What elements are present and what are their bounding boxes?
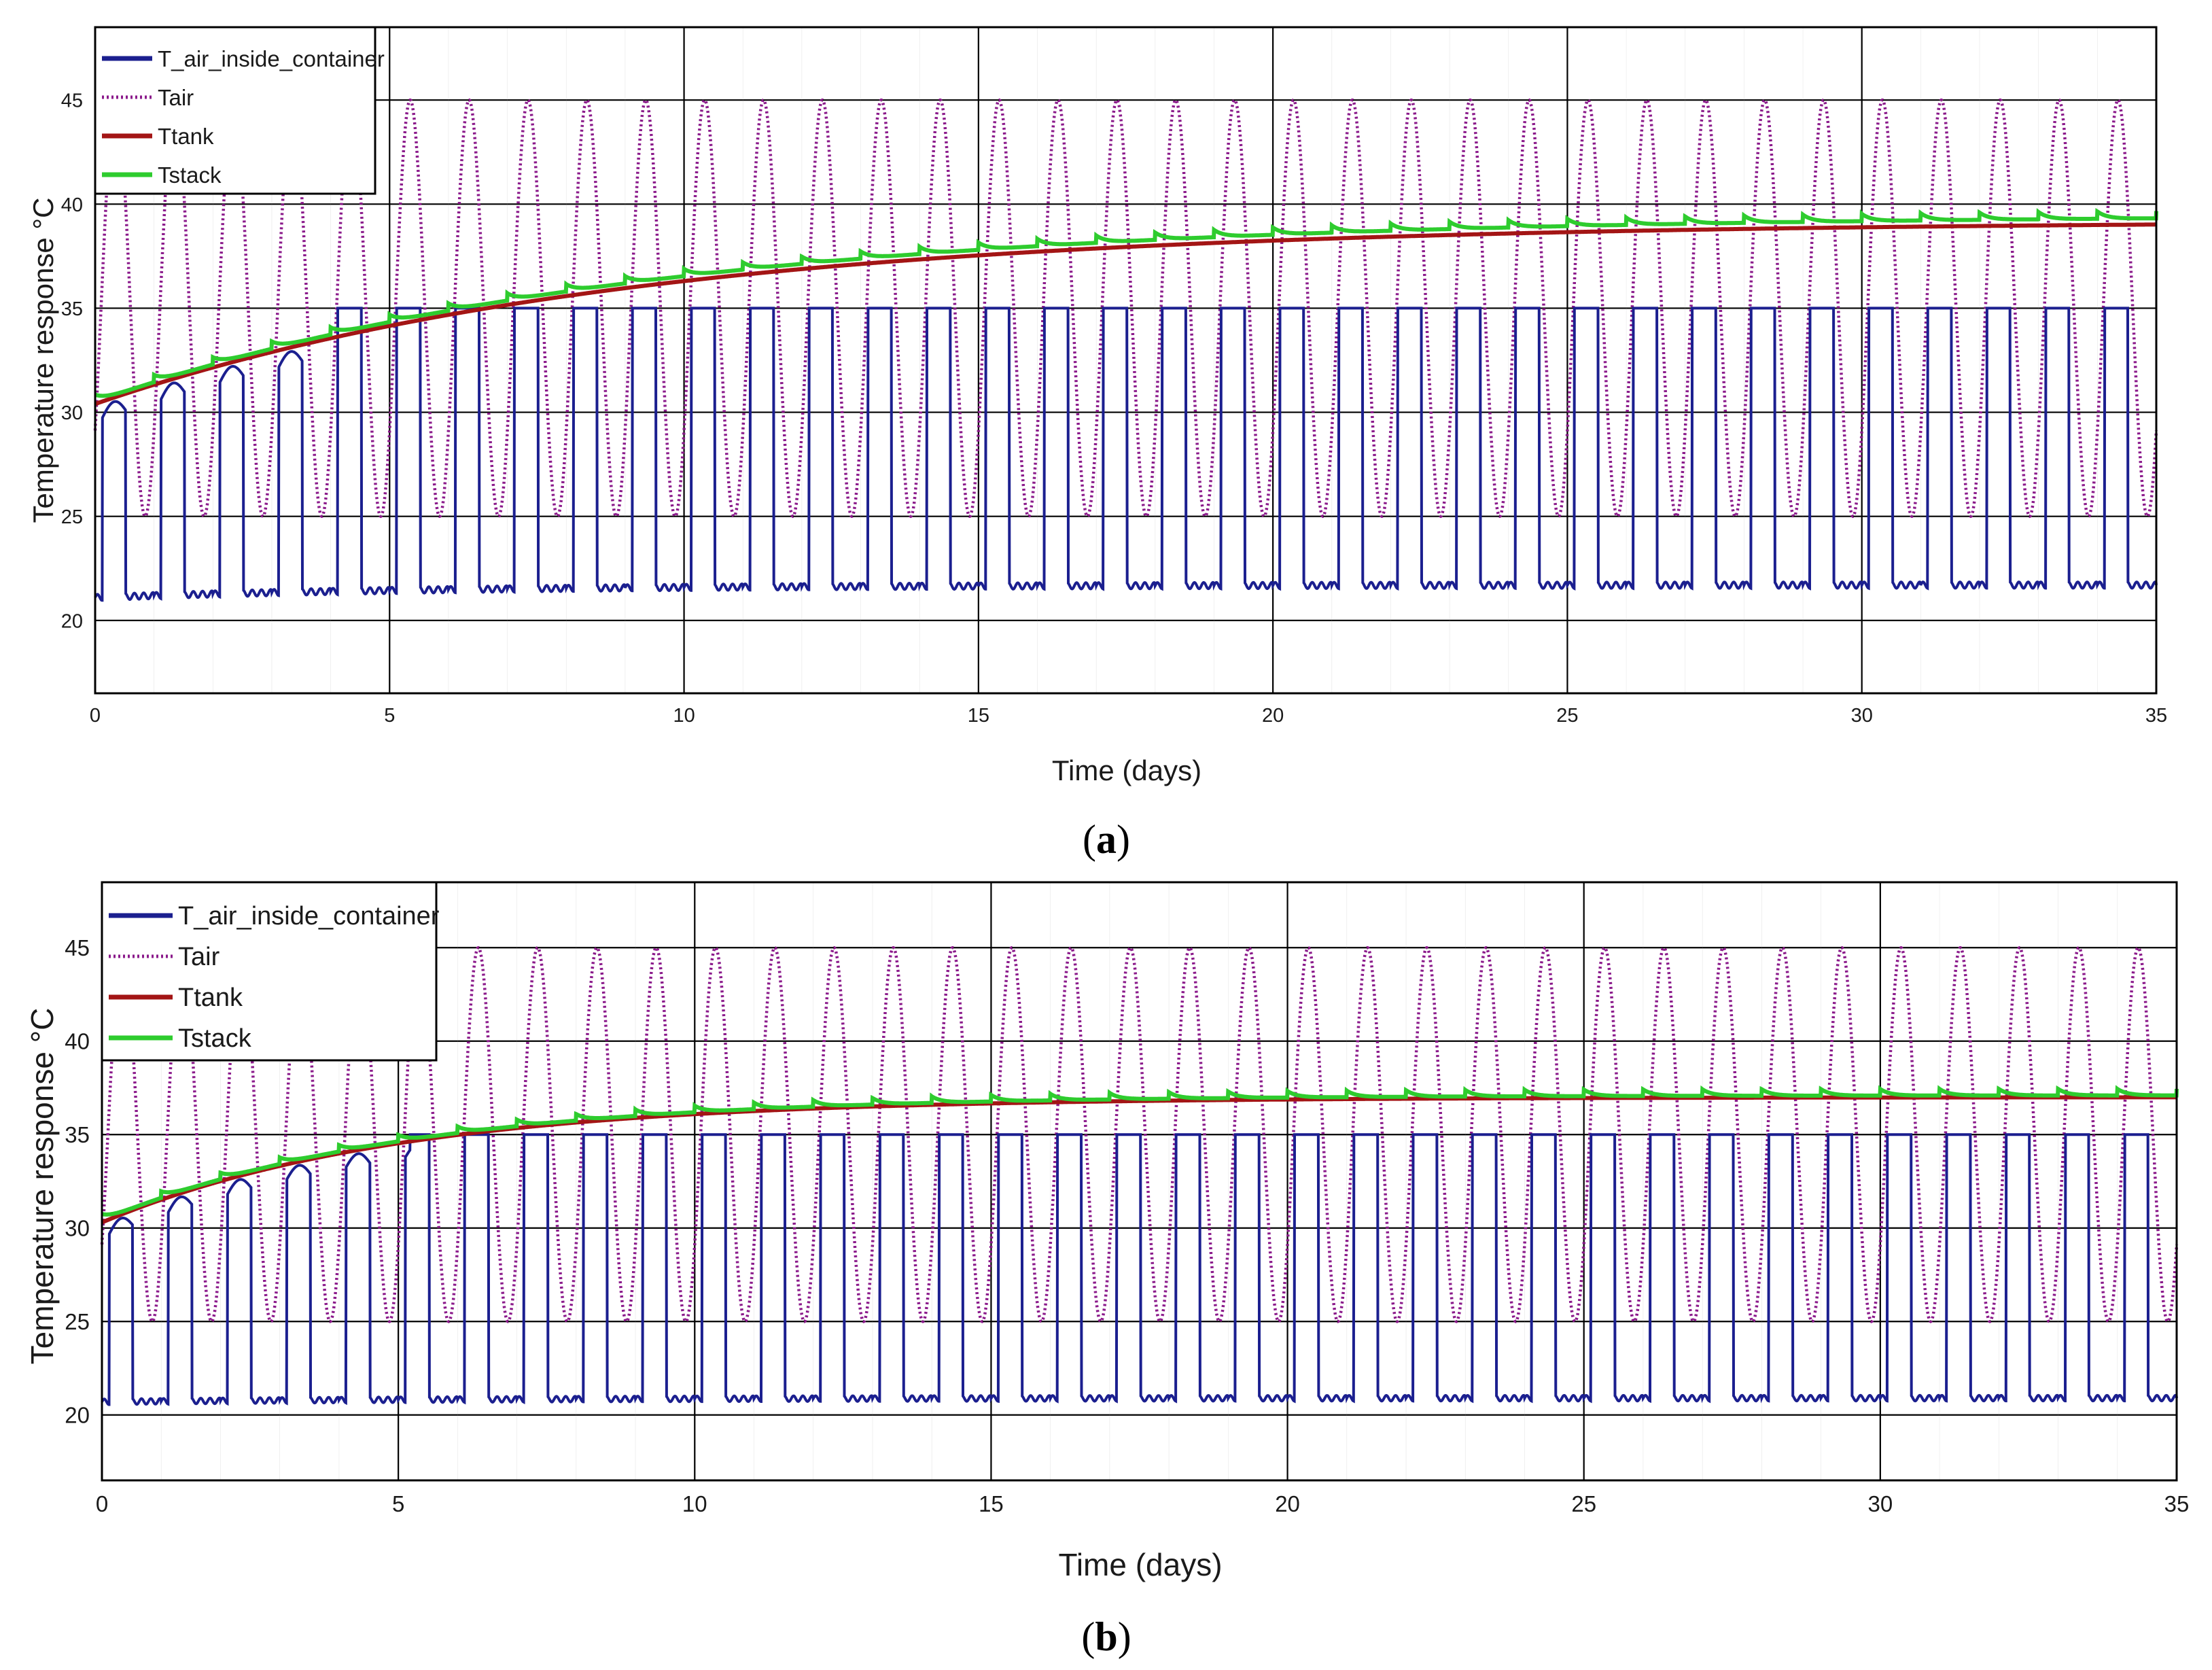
y-tick-label: 40 bbox=[65, 1029, 90, 1054]
legend-box-b bbox=[101, 881, 438, 1062]
x-tick-label: 30 bbox=[1867, 1491, 1893, 1516]
y-tick-label: 35 bbox=[65, 1122, 90, 1147]
y-axis-title-a: Temperature response °C bbox=[27, 197, 59, 523]
panel-b: 20 25 30 35 40 45 0 5 10 15 20 25 30 35 T_air_inside… bbox=[24, 881, 2190, 1659]
caption-open-b: ( bbox=[1081, 1614, 1095, 1659]
x-tick-label: 15 bbox=[979, 1491, 1004, 1516]
y-tick-label: 35 bbox=[61, 298, 83, 320]
legend-box-a bbox=[94, 26, 376, 195]
series-group-a bbox=[93, 98, 2158, 602]
legend-label-tstack: Tstack bbox=[178, 1024, 252, 1053]
x-tick-label: 30 bbox=[1851, 705, 1873, 727]
axes-frame-b bbox=[101, 881, 2178, 1482]
x-tick-label: 10 bbox=[682, 1491, 707, 1516]
legend-label-tair: Tair bbox=[178, 943, 220, 971]
caption-letter-a: a bbox=[1096, 817, 1117, 862]
caption-b: (b) bbox=[1081, 1614, 1131, 1659]
series-line-tair bbox=[93, 98, 2158, 519]
y-tick-label: 25 bbox=[65, 1309, 90, 1334]
legend-label-ttank: Ttank bbox=[158, 124, 214, 149]
x-tick-label: 35 bbox=[2164, 1491, 2190, 1516]
y-tick-labels-a: 20 25 30 35 40 45 bbox=[61, 90, 83, 633]
y-tick-labels-b: 20 25 30 35 40 45 bbox=[65, 935, 90, 1427]
x-tick-label: 5 bbox=[392, 1491, 404, 1516]
y-tick-label: 45 bbox=[61, 90, 83, 112]
x-tick-label: 20 bbox=[1275, 1491, 1300, 1516]
legend-b: T_air_inside_container Tair Ttank Tstack bbox=[101, 881, 440, 1062]
x-tick-label: 35 bbox=[2145, 705, 2167, 727]
y-tick-label: 25 bbox=[61, 506, 83, 528]
series-line-tstack bbox=[94, 208, 2158, 398]
series-line-tstack bbox=[101, 1085, 2179, 1217]
x-axis-title-b: Time (days) bbox=[1058, 1547, 1222, 1582]
x-tick-label: 10 bbox=[673, 705, 695, 727]
x-axis-title-a: Time (days) bbox=[1052, 754, 1201, 786]
x-tick-label: 0 bbox=[90, 705, 101, 727]
y-tick-label: 40 bbox=[61, 194, 83, 216]
caption-letter-b: b bbox=[1095, 1614, 1117, 1659]
x-tick-labels-b: 0 5 10 15 20 25 30 35 bbox=[96, 1491, 2190, 1516]
series-group-b bbox=[100, 945, 2179, 1406]
x-tick-label: 25 bbox=[1556, 705, 1578, 727]
legend-a: T_air_inside_container Tair Ttank Tstack bbox=[94, 26, 385, 195]
y-tick-label: 30 bbox=[65, 1216, 90, 1241]
x-tick-label: 0 bbox=[96, 1491, 108, 1516]
series-line-tair bbox=[100, 945, 2179, 1323]
y-tick-label: 30 bbox=[61, 402, 83, 424]
legend-label-t-air-inside-container: T_air_inside_container bbox=[178, 902, 440, 930]
x-tick-label: 5 bbox=[384, 705, 395, 727]
caption-open-a: ( bbox=[1083, 817, 1096, 862]
caption-a: (a) bbox=[1083, 817, 1130, 862]
x-tick-label: 25 bbox=[1571, 1491, 1596, 1516]
legend-label-tair: Tair bbox=[158, 85, 194, 110]
x-tick-label: 15 bbox=[968, 705, 989, 727]
panel-a: 20 25 30 35 40 45 0 5 10 15 20 25 30 35 T_air_inside… bbox=[27, 26, 2167, 862]
y-tick-label: 45 bbox=[65, 935, 90, 960]
x-tick-labels-a: 0 5 10 15 20 25 30 35 bbox=[90, 705, 2167, 727]
y-tick-label: 20 bbox=[61, 610, 83, 632]
series-line-ttank bbox=[94, 222, 2156, 406]
x-tick-label: 20 bbox=[1262, 705, 1284, 727]
caption-close-b: ) bbox=[1118, 1614, 1131, 1659]
legend-label-ttank: Ttank bbox=[178, 984, 243, 1012]
y-axis-title-b: Temperature response °C bbox=[24, 1008, 60, 1365]
axes-frame-a bbox=[94, 26, 2158, 695]
legend-label-t-air-inside-container: T_air_inside_container bbox=[158, 46, 385, 71]
series-line-t-air-inside-container bbox=[101, 1133, 2178, 1406]
legend-label-tstack: Tstack bbox=[158, 162, 222, 188]
y-tick-label: 20 bbox=[65, 1403, 90, 1428]
caption-close-a: ) bbox=[1117, 817, 1130, 862]
series-line-t-air-inside-container bbox=[94, 307, 2158, 602]
